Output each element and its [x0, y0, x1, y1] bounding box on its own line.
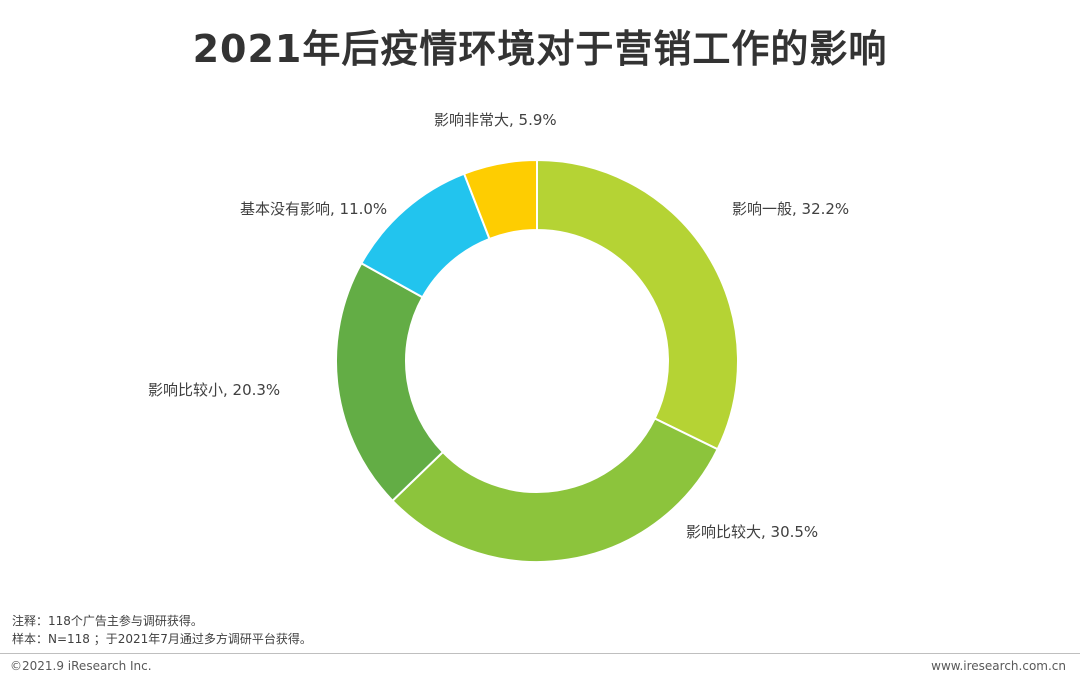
donut-slice — [391, 417, 719, 563]
slice-label: 影响非常大, 5.9% — [434, 111, 557, 129]
donut-slice — [462, 158, 538, 241]
chart-title: 2021年后疫情环境对于营销工作的影响 — [192, 27, 888, 71]
slice-label: 基本没有影响, 11.0% — [240, 200, 387, 218]
sample-text: 样本：N=118 ；于2021年7月通过多方调研平台获得。 — [12, 632, 312, 646]
chart-notes: 注释：118个广告主参与调研获得。 样本：N=118 ；于2021年7月通过多方… — [12, 612, 312, 648]
donut-slice — [536, 158, 739, 451]
website-link[interactable]: www.iresearch.com.cn — [931, 659, 1066, 673]
slice-label: 影响比较小, 20.3% — [148, 381, 280, 399]
slice-labels: 影响一般, 32.2% 影响比较大, 30.5% 影响比较小, 20.3% 基本没有影… — [148, 111, 849, 541]
footer-divider — [0, 653, 1080, 654]
note-text: 注释：118个广告主参与调研获得。 — [12, 614, 203, 628]
copyright-text: ©2021.9 iResearch Inc. — [10, 659, 152, 673]
slice-label: 影响比较大, 30.5% — [686, 523, 818, 541]
donut-slices — [335, 158, 739, 563]
donut-slice — [335, 261, 445, 503]
slice-label: 影响一般, 32.2% — [732, 200, 849, 218]
